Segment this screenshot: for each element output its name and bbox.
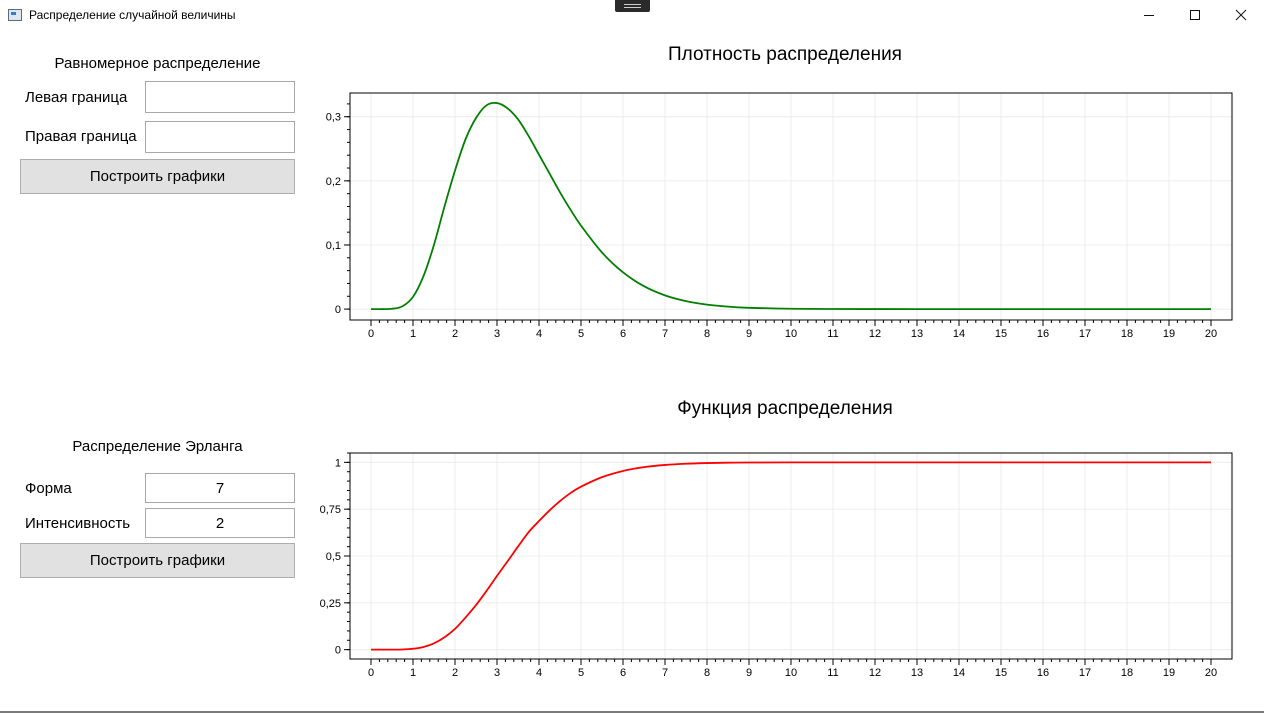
x-tick-label: 18	[1121, 328, 1133, 340]
y-tick-label: 0,3	[326, 112, 341, 124]
grip-line	[624, 4, 641, 5]
x-tick-label: 2	[452, 667, 458, 679]
y-tick-label: 0,1	[326, 240, 341, 252]
x-tick-label: 19	[1163, 667, 1175, 679]
x-tick-label: 4	[536, 667, 542, 679]
x-tick-label: 6	[620, 667, 626, 679]
x-tick-label: 15	[995, 667, 1007, 679]
x-tick-label: 3	[494, 667, 500, 679]
x-tick-label: 2	[452, 328, 458, 340]
series-line	[370, 461, 1211, 651]
shape-input[interactable]	[145, 473, 295, 503]
x-tick-label: 20	[1205, 667, 1217, 679]
erlang-panel-title: Распределение Эрланга	[72, 438, 243, 455]
close-button[interactable]	[1218, 0, 1264, 30]
x-tick-label: 1	[410, 328, 416, 340]
x-tick-label: 13	[911, 328, 923, 340]
x-tick-label: 19	[1163, 328, 1175, 340]
x-tick-label: 10	[785, 667, 797, 679]
x-tick-label: 5	[578, 667, 584, 679]
maximize-button[interactable]	[1172, 0, 1218, 30]
left-bound-label: Левая граница	[25, 89, 128, 106]
close-icon	[1235, 9, 1247, 21]
y-tick-label: 1	[335, 457, 341, 469]
x-tick-label: 20	[1205, 328, 1217, 340]
x-tick-label: 9	[746, 667, 752, 679]
minimize-button[interactable]	[1126, 0, 1172, 30]
x-tick-label: 4	[536, 328, 542, 340]
x-tick-label: 12	[869, 667, 881, 679]
x-tick-label: 17	[1079, 328, 1091, 340]
x-tick-label: 9	[746, 328, 752, 340]
x-tick-label: 15	[995, 328, 1007, 340]
x-tick-label: 1	[410, 667, 416, 679]
x-tick-label: 14	[953, 667, 965, 679]
x-tick-label: 11	[827, 667, 838, 679]
right-bound-label: Правая граница	[25, 128, 137, 145]
erlang-build-charts-button[interactable]: Построить графики	[20, 543, 295, 578]
maximize-icon	[1190, 9, 1200, 20]
x-tick-label: 14	[953, 328, 965, 340]
title-bar: Распределение случайной величины	[0, 0, 1264, 30]
shape-label: Форма	[25, 480, 72, 497]
x-tick-label: 0	[368, 667, 374, 679]
x-tick-label: 8	[704, 667, 710, 679]
x-tick-label: 8	[704, 328, 710, 340]
x-tick-label: 0	[368, 328, 374, 340]
y-tick-label: 0	[335, 645, 341, 657]
y-tick-label: 0,2	[326, 176, 341, 188]
cdf-chart: 0 1 2 3 4 5 6 7 8 9 10 11 12 13 14 15 16 17 18 19 2000,250,5…	[320, 452, 1233, 679]
minimize-icon	[1144, 14, 1154, 16]
cdf-chart-title: Функция распределения	[677, 398, 893, 419]
x-tick-label: 12	[869, 328, 881, 340]
uniform-panel-title: Равномерное распределение	[54, 55, 261, 72]
window-title: Распределение случайной величины	[29, 8, 236, 22]
x-tick-label: 5	[578, 328, 584, 340]
x-tick-label: 13	[911, 667, 923, 679]
x-tick-label: 11	[827, 328, 838, 340]
series-line	[370, 101, 1211, 311]
y-tick-label: 0	[335, 304, 341, 316]
app-icon	[8, 9, 22, 21]
x-tick-label: 6	[620, 328, 626, 340]
intensity-input[interactable]	[145, 508, 295, 538]
x-tick-label: 18	[1121, 667, 1133, 679]
density-chart-title: Плотность распределения	[668, 44, 902, 65]
x-tick-label: 10	[785, 328, 797, 340]
x-tick-label: 16	[1037, 328, 1049, 340]
x-tick-label: 7	[662, 667, 668, 679]
y-tick-label: 0,25	[320, 598, 341, 610]
y-tick-label: 0,5	[326, 551, 341, 563]
snap-grip-handle[interactable]	[615, 0, 650, 12]
uniform-build-charts-button[interactable]: Построить графики	[20, 159, 295, 194]
bottom-edge	[0, 711, 1264, 713]
right-bound-input[interactable]	[145, 121, 295, 153]
x-tick-label: 17	[1079, 667, 1091, 679]
left-bound-input[interactable]	[145, 81, 295, 113]
density-chart: 0 1 2 3 4 5 6 7 8 9 10 11 12 13 14 15 16 17 18 19 2000,10,20…	[326, 92, 1233, 340]
intensity-label: Интенсивность	[25, 515, 131, 532]
grip-line	[624, 7, 641, 8]
y-tick-label: 0,75	[320, 504, 341, 516]
x-tick-label: 16	[1037, 667, 1049, 679]
x-tick-label: 3	[494, 328, 500, 340]
x-tick-label: 7	[662, 328, 668, 340]
